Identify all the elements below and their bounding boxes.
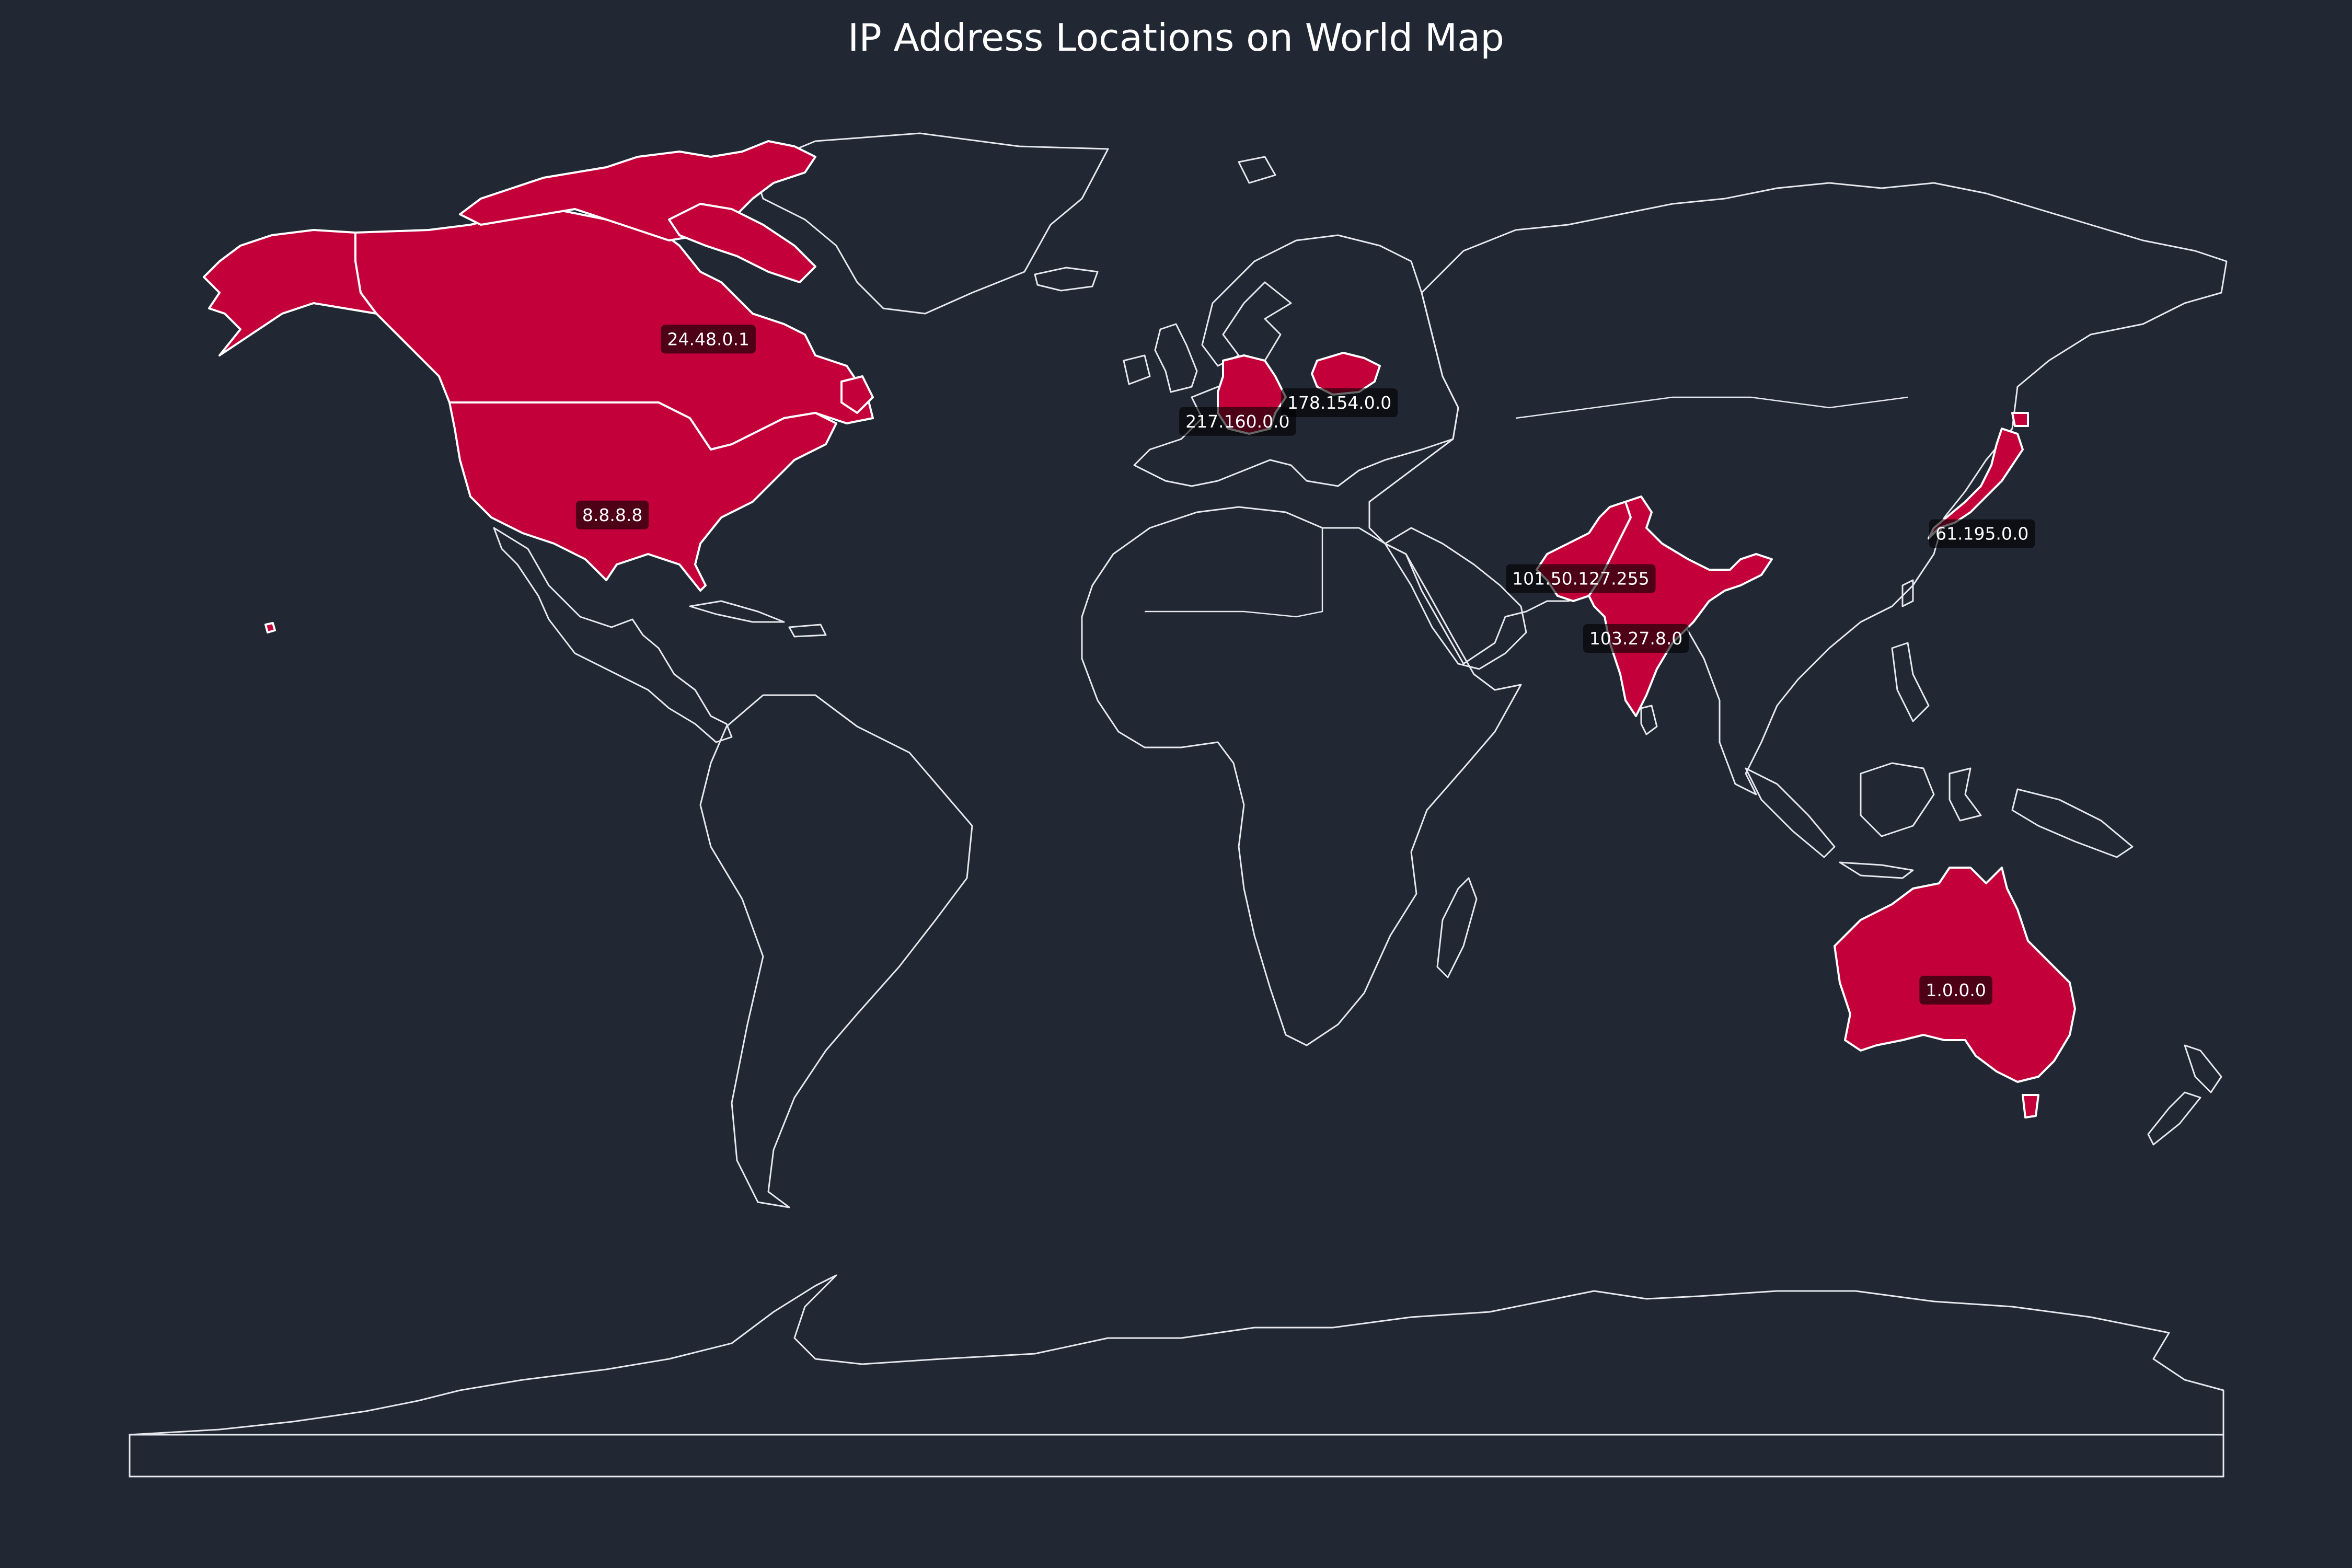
svalbard-shape xyxy=(1238,156,1276,184)
ip-label-text: 1.0.0.0 xyxy=(1926,980,1986,1000)
ip-label: 24.48.0.1 xyxy=(661,325,756,354)
sulawesi-shape xyxy=(1949,767,1982,822)
ip-label-text: 178.154.0.0 xyxy=(1287,393,1391,413)
country-australia xyxy=(1834,867,2076,1083)
great-britain-shape xyxy=(1154,323,1198,393)
madagascar-shape xyxy=(1436,877,1478,978)
country-japan-hokkaido xyxy=(2011,412,2029,427)
country-belarus xyxy=(1311,352,1381,396)
arabian-peninsula-shape xyxy=(1384,527,1527,670)
new-zealand-north-shape xyxy=(2184,1044,2222,1093)
ip-label: 178.154.0.0 xyxy=(1281,388,1398,418)
sumatra-shape xyxy=(1745,767,1836,858)
border-lines-asia xyxy=(1515,396,1908,419)
new-guinea-shape xyxy=(2011,788,2134,858)
ip-label-text: 217.160.0.0 xyxy=(1185,411,1289,432)
ip-label: 103.27.8.0 xyxy=(1583,624,1689,653)
sri-lanka-shape xyxy=(1640,705,1658,735)
ip-label: 8.8.8.8 xyxy=(575,500,649,529)
borneo-shape xyxy=(1860,762,1935,837)
country-canada-baffin-island xyxy=(668,203,816,283)
ip-label-text: 24.48.0.1 xyxy=(667,329,749,349)
ip-label-background xyxy=(575,500,649,529)
ip-label-background xyxy=(1506,564,1656,593)
mexico-central-america-shape xyxy=(493,527,733,743)
ireland-shape xyxy=(1123,354,1151,385)
ip-label-background xyxy=(1929,519,2035,548)
country-united-states-alaska xyxy=(203,229,377,356)
map-title: IP Address Locations on World Map xyxy=(848,16,1504,60)
ip-label: 61.195.0.0 xyxy=(1929,519,2035,548)
country-india xyxy=(1588,495,1773,717)
ip-label-background xyxy=(1919,975,1992,1005)
taiwan-shape xyxy=(1901,579,1914,607)
java-shape xyxy=(1839,861,1914,879)
country-australia-tasmania xyxy=(2022,1094,2039,1119)
ip-label-text: 101.50.127.255 xyxy=(1512,569,1649,589)
ip-label: 101.50.127.255 xyxy=(1506,564,1656,593)
country-canada-newfoundland xyxy=(840,375,874,414)
ip-label-text: 61.195.0.0 xyxy=(1935,524,2028,544)
africa-shape xyxy=(1081,506,1522,1046)
ip-label-text: 8.8.8.8 xyxy=(582,505,642,525)
ip-label-background xyxy=(1179,407,1296,436)
south-america-shape xyxy=(699,694,973,1208)
antarctica-shape xyxy=(129,1274,2224,1436)
ip-label-text: 103.27.8.0 xyxy=(1589,628,1682,649)
ip-label-background xyxy=(1281,388,1398,418)
philippines-shape xyxy=(1891,642,1930,722)
iceland-shape xyxy=(1034,267,1099,292)
ip-label: 1.0.0.0 xyxy=(1919,975,1992,1005)
map-frame xyxy=(129,1434,2224,1478)
asia-shape xyxy=(1368,182,2228,795)
ip-label: 217.160.0.0 xyxy=(1179,407,1296,436)
border-lines-africa xyxy=(1145,528,1323,618)
country-united-states-hawaii xyxy=(264,622,276,633)
cuba-shape xyxy=(689,600,785,623)
ip-label-background xyxy=(661,325,756,354)
greenland-shape xyxy=(752,132,1109,315)
country-united-states xyxy=(448,401,837,592)
ip-label-background xyxy=(1583,624,1689,653)
new-zealand-south-shape xyxy=(2147,1091,2201,1146)
hispaniola-shape xyxy=(788,624,827,638)
europe-shape xyxy=(1133,234,1459,487)
